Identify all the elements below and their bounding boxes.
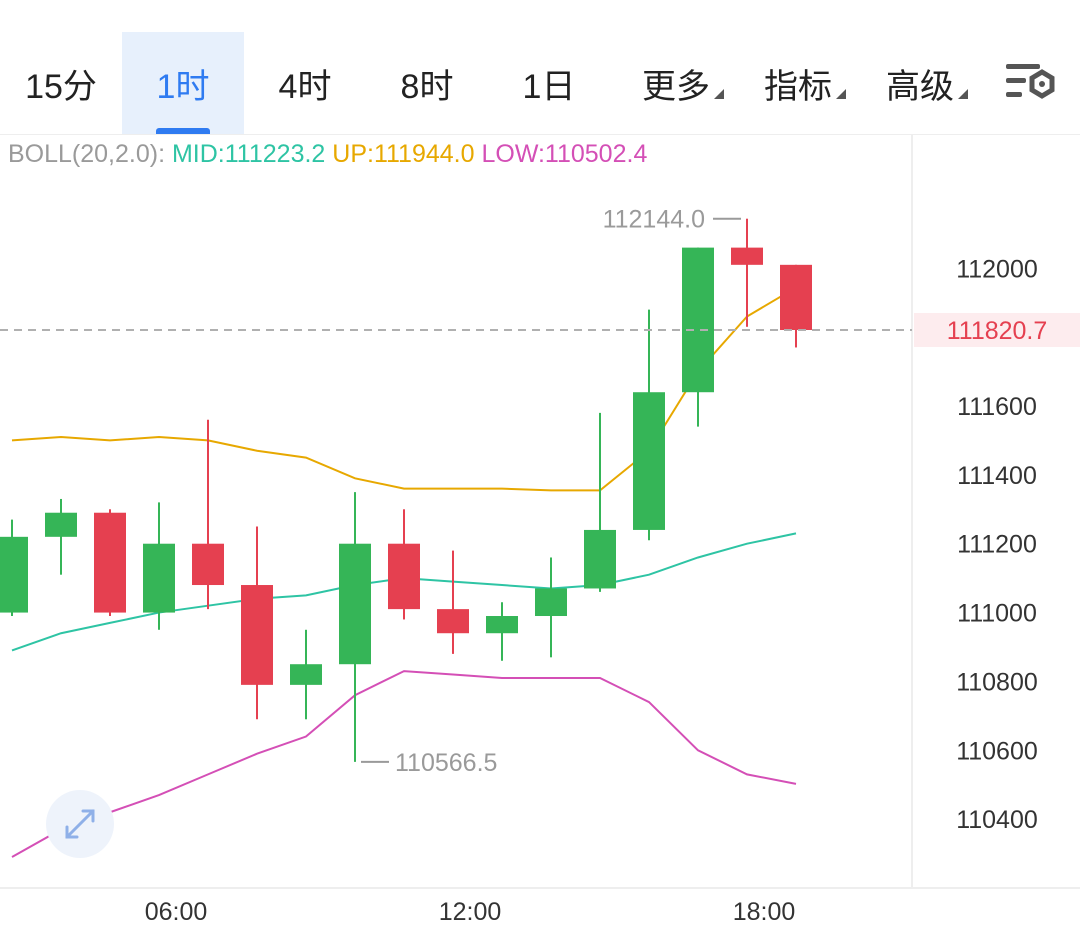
tab-more[interactable]: 更多 bbox=[622, 32, 744, 134]
candle-body bbox=[241, 585, 273, 685]
candle-up bbox=[584, 412, 616, 592]
y-tick-label: 110400 bbox=[956, 806, 1038, 834]
dropdown-triangle-icon bbox=[836, 89, 846, 99]
y-tick-label: 111400 bbox=[957, 462, 1037, 490]
tab-label: 指标 bbox=[764, 67, 832, 106]
tab-label: 1时 bbox=[156, 67, 210, 106]
candle-up bbox=[486, 602, 518, 661]
boll-upper-line bbox=[11, 286, 797, 492]
candle-down bbox=[437, 550, 469, 654]
boll-lower-line bbox=[11, 670, 797, 858]
tab-8h[interactable]: 8时 bbox=[366, 32, 488, 134]
y-tick-label: 112000 bbox=[956, 255, 1038, 283]
tab-label: 高级 bbox=[886, 67, 954, 106]
y-tick-label: 111200 bbox=[957, 531, 1037, 559]
tab-15min[interactable]: 15分 bbox=[0, 32, 122, 134]
dropdown-triangle-icon bbox=[958, 89, 968, 99]
candle-body bbox=[780, 264, 812, 331]
tab-indicators[interactable]: 指标 bbox=[744, 32, 866, 134]
candle-down bbox=[241, 526, 273, 720]
candle-body bbox=[94, 512, 126, 613]
candle-body bbox=[535, 588, 567, 617]
candles bbox=[0, 218, 812, 762]
dropdown-triangle-icon bbox=[714, 89, 724, 99]
candle-body bbox=[388, 543, 420, 610]
chart-grid bbox=[0, 134, 1080, 889]
max-price-label: 112144.0 bbox=[603, 206, 705, 234]
candle-body bbox=[584, 529, 616, 589]
candle-up bbox=[45, 498, 77, 575]
candle-body bbox=[633, 392, 665, 530]
candle-up bbox=[633, 309, 665, 541]
x-tick-label: 18:00 bbox=[733, 898, 796, 925]
candle-body bbox=[682, 247, 714, 393]
candle-body bbox=[192, 543, 224, 586]
y-tick-label: 110800 bbox=[956, 668, 1038, 696]
candle-body bbox=[437, 609, 469, 634]
boll-low-value: LOW:110502.4 bbox=[481, 140, 648, 168]
y-tick-label: 110600 bbox=[956, 737, 1038, 765]
candle-up bbox=[290, 629, 322, 720]
candle-body bbox=[0, 536, 28, 613]
y-tick-label: 111000 bbox=[957, 600, 1037, 628]
expand-icon bbox=[65, 809, 95, 839]
candle-body bbox=[290, 664, 322, 685]
current-price-label: 111820.7 bbox=[947, 317, 1048, 345]
y-axis: 112000 111600 111400 111200 111000 110800 1106… bbox=[956, 255, 1038, 834]
candle-down bbox=[94, 509, 126, 617]
candle-down bbox=[780, 264, 812, 348]
boll-up-value: UP:111944.0 bbox=[332, 140, 475, 168]
annotations: 112144.0 110566.5 111820.7 bbox=[0, 206, 1080, 777]
candle-up bbox=[0, 519, 28, 617]
boll-label: BOLL(20,2.0): bbox=[8, 140, 166, 168]
candle-body bbox=[731, 247, 763, 265]
expand-chart-button[interactable] bbox=[46, 790, 114, 858]
current-price-tag-bg bbox=[914, 313, 1080, 348]
y-tick-label: 111600 bbox=[957, 393, 1037, 421]
candle-up bbox=[535, 557, 567, 658]
tab-label: 1日 bbox=[522, 67, 576, 106]
candlestick-chart[interactable]: 112144.0 110566.5 111820.7 112000 111600 111… bbox=[0, 134, 1080, 925]
x-tick-label: 12:00 bbox=[439, 898, 502, 925]
candle-down bbox=[731, 218, 763, 327]
candle-up bbox=[682, 247, 714, 427]
timeframe-tabs: 15分 1时 4时 8时 1日 更多 指标 高级 bbox=[0, 0, 1080, 135]
tab-4h[interactable]: 4时 bbox=[244, 32, 366, 134]
tab-label: 4时 bbox=[278, 67, 332, 106]
tab-label: 15分 bbox=[25, 67, 97, 106]
chart-settings-icon[interactable] bbox=[1000, 58, 1060, 108]
tab-advanced[interactable]: 高级 bbox=[866, 32, 988, 134]
x-tick-label: 06:00 bbox=[145, 898, 208, 925]
tab-label: 8时 bbox=[400, 67, 454, 106]
boll-indicator-legend: BOLL(20,2.0): MID:111223.2 UP:111944.0 L… bbox=[8, 140, 647, 169]
candle-body bbox=[143, 543, 175, 613]
candle-down bbox=[388, 509, 420, 620]
tab-1h[interactable]: 1时 bbox=[122, 32, 244, 134]
min-price-label: 110566.5 bbox=[395, 749, 497, 777]
candle-body bbox=[486, 616, 518, 634]
candle-up bbox=[339, 492, 371, 762]
candle-down bbox=[192, 419, 224, 610]
boll-mid-value: MID:111223.2 bbox=[171, 140, 326, 168]
candle-up bbox=[143, 502, 175, 630]
x-axis: 06:00 12:00 18:00 bbox=[145, 898, 796, 925]
candle-body bbox=[45, 512, 77, 537]
candle-body bbox=[339, 543, 371, 665]
tab-1d[interactable]: 1日 bbox=[488, 32, 610, 134]
tab-label: 更多 bbox=[642, 67, 710, 106]
